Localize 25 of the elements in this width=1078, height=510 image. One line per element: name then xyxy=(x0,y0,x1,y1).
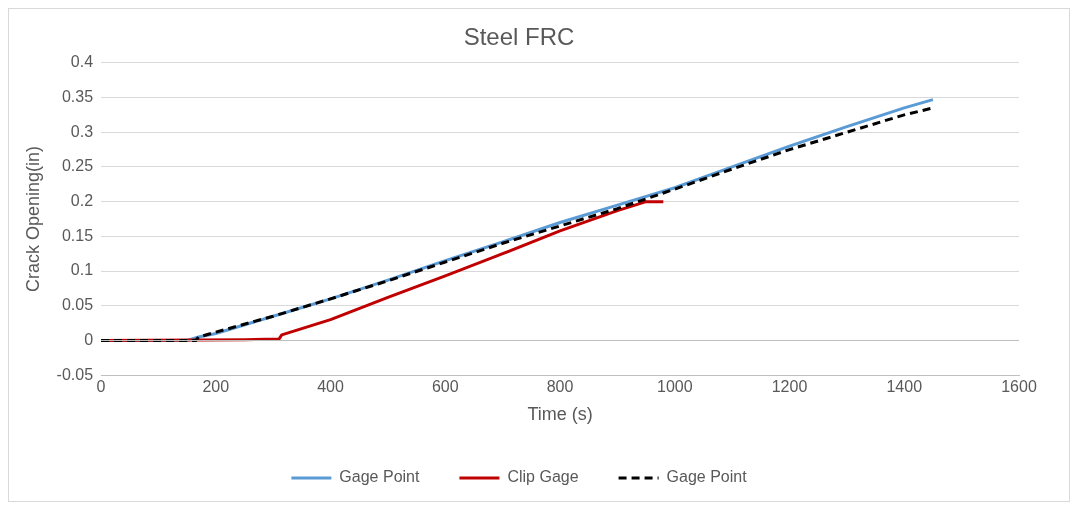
x-axis-title: Time (s) xyxy=(527,404,593,425)
y-tick-label: 0.05 xyxy=(61,296,94,314)
x-tick-label: 800 xyxy=(546,378,574,396)
y-tick-label: 0.35 xyxy=(61,87,94,105)
x-tick-label: 200 xyxy=(202,378,230,396)
legend-label: Clip Gage xyxy=(507,468,579,486)
y-tick-label: -0.05 xyxy=(56,365,94,383)
y-tick-label: 0.2 xyxy=(70,192,94,210)
x-tick-label: 1400 xyxy=(886,378,923,396)
y-tick-label: 0.15 xyxy=(61,226,94,244)
y-tick-label: 0 xyxy=(84,330,94,348)
x-tick-label: 1200 xyxy=(771,378,808,396)
legend-label: Gage Point xyxy=(339,468,420,486)
x-tick-label: 600 xyxy=(431,378,459,396)
y-tick-label: 0.25 xyxy=(61,157,94,175)
y-tick-label: 0.4 xyxy=(70,53,94,71)
y-tick-label: 0.1 xyxy=(70,261,94,279)
y-axis-title: Crack Opening(in) xyxy=(22,145,43,293)
chart-title: Steel FRC xyxy=(463,23,575,51)
x-tick-label: 1000 xyxy=(656,378,693,396)
legend-label: Gage Point xyxy=(666,468,748,486)
y-tick-label: 0.3 xyxy=(70,122,94,140)
x-tick-label: 1600 xyxy=(1001,378,1037,396)
x-tick-label: 400 xyxy=(317,378,344,396)
x-tick-label: 0 xyxy=(96,378,106,396)
